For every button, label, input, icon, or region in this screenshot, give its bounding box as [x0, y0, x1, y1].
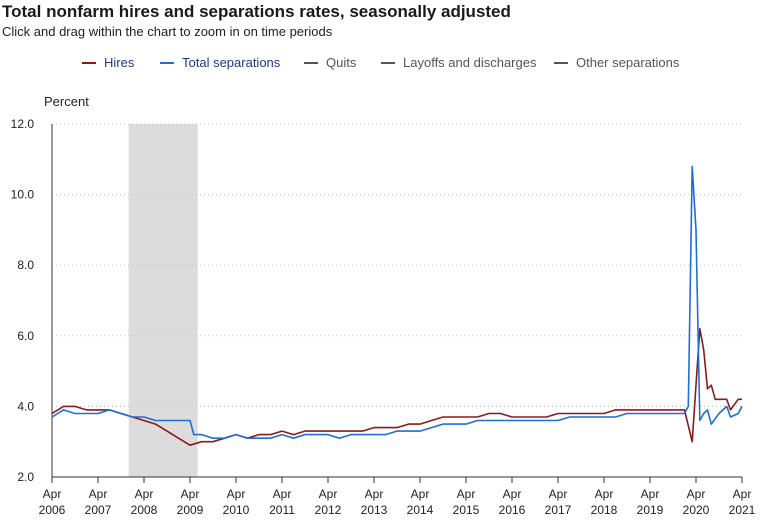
- legend-item-other-separations[interactable]: Other separations: [554, 55, 679, 70]
- x-tick-year: 2006: [39, 503, 66, 517]
- y-tick-label: 8.0: [17, 258, 34, 272]
- y-axis-label: Percent: [44, 94, 89, 109]
- y-tick-label: 2.0: [17, 470, 34, 484]
- x-tick-month: Apr: [549, 487, 568, 501]
- legend-swatch-layoffs: [381, 61, 395, 64]
- legend-swatch-hires: [82, 61, 96, 64]
- x-tick-year: 2020: [683, 503, 710, 517]
- series-line-total-separations: [51, 165, 743, 439]
- x-tick-month: Apr: [43, 487, 62, 501]
- legend-item-hires[interactable]: Hires: [82, 55, 134, 70]
- x-tick-year: 2008: [131, 503, 158, 517]
- legend-label-total-separations: Total separations: [182, 55, 281, 70]
- x-tick-month: Apr: [89, 487, 108, 501]
- x-tick-year: 2010: [223, 503, 250, 517]
- x-tick-month: Apr: [411, 487, 430, 501]
- x-tick-month: Apr: [641, 487, 660, 501]
- x-tick-month: Apr: [135, 487, 154, 501]
- x-tick-month: Apr: [227, 487, 246, 501]
- x-tick-year: 2017: [545, 503, 572, 517]
- legend-item-quits[interactable]: Quits: [304, 55, 356, 70]
- x-tick-month: Apr: [687, 487, 706, 501]
- recession-shading: [128, 124, 198, 477]
- legend-label-other-separations: Other separations: [576, 55, 680, 70]
- x-tick-year: 2013: [361, 503, 388, 517]
- x-tick-month: Apr: [457, 487, 476, 501]
- x-tick-month: Apr: [273, 487, 292, 501]
- y-tick-label: 6.0: [17, 329, 34, 343]
- x-tick-year: 2019: [637, 503, 664, 517]
- x-tick-month: Apr: [595, 487, 614, 501]
- legend-item-total-separations[interactable]: Total separations: [160, 55, 280, 70]
- x-tick-year: 2016: [499, 503, 526, 517]
- x-tick-year: 2009: [177, 503, 204, 517]
- legend-swatch-other-separations: [554, 61, 568, 64]
- legend-item-layoffs[interactable]: Layoffs and discharges: [381, 55, 536, 70]
- x-tick-month: Apr: [181, 487, 200, 501]
- legend-label-layoffs: Layoffs and discharges: [403, 55, 537, 70]
- y-tick-label: 10.0: [11, 188, 35, 202]
- x-tick-year: 2007: [85, 503, 112, 517]
- y-tick-label: 12.0: [11, 117, 35, 131]
- legend-label-hires: Hires: [104, 55, 135, 70]
- x-tick-year: 2012: [315, 503, 342, 517]
- x-tick-year: 2011: [269, 503, 295, 517]
- x-tick-year: 2018: [591, 503, 618, 517]
- series-line-hires: [51, 327, 742, 446]
- legend-swatch-quits: [304, 61, 318, 64]
- y-tick-label: 4.0: [17, 399, 34, 413]
- legend-swatch-total-separations: [160, 61, 174, 64]
- x-tick-year: 2014: [407, 503, 434, 517]
- legend-label-quits: Quits: [326, 55, 357, 70]
- x-tick-month: Apr: [733, 487, 752, 501]
- x-tick-month: Apr: [365, 487, 384, 501]
- x-tick-month: Apr: [503, 487, 522, 501]
- x-tick-year: 2015: [453, 503, 480, 517]
- x-tick-month: Apr: [319, 487, 338, 501]
- chart-legend: Hires Total separations Quits Layoffs an…: [0, 55, 760, 73]
- chart-title: Total nonfarm hires and separations rate…: [2, 2, 511, 21]
- chart-subtitle: Click and drag within the chart to zoom …: [2, 24, 333, 39]
- x-tick-year: 2021: [729, 503, 756, 517]
